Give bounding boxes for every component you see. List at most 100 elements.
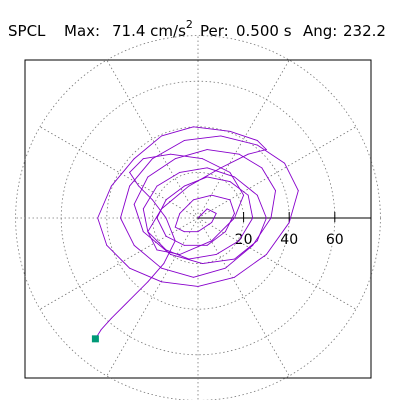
trace-segment: [151, 199, 167, 219]
trace-segment: [256, 194, 267, 219]
trace-segment: [288, 190, 299, 224]
trace-segment: [206, 208, 217, 214]
trace-segment: [197, 276, 235, 287]
trace-segment: [133, 203, 144, 233]
grid-spoke-30: [197, 126, 357, 219]
trace-segment: [129, 267, 162, 283]
trace-segment: [120, 185, 131, 219]
trace-segment: [197, 222, 213, 233]
grid-spoke-330: [197, 217, 357, 310]
trace-segment: [133, 135, 162, 160]
trace-segment: [220, 135, 258, 146]
radial-tick-label-40: 40: [280, 232, 298, 248]
trace-segment: [133, 176, 149, 205]
trace-segment: [161, 281, 199, 287]
chart-header: SPCL Max: 71.4 cm/s2 Per: 0.500 s Ang: 2…: [0, 14, 400, 40]
trace-segment: [270, 190, 276, 219]
trace-segment: [165, 185, 185, 201]
trace-segment: [147, 231, 167, 251]
trace-segment: [179, 199, 194, 214]
trace-segment: [165, 235, 185, 246]
trace-segment: [174, 149, 208, 160]
trace-segment: [238, 153, 263, 169]
trace-segment: [261, 167, 276, 192]
grid-spoke-210: [39, 217, 199, 310]
trace-segment: [247, 149, 267, 155]
trace-segment: [142, 185, 158, 210]
trace-segment: [151, 140, 185, 160]
trace-segment: [129, 171, 140, 187]
trace-segment: [129, 158, 153, 187]
trace-segment: [106, 244, 131, 269]
trace-segment: [188, 254, 217, 260]
trace-segment: [183, 176, 208, 187]
trace-segment: [174, 226, 185, 233]
trace-segment: [202, 158, 231, 173]
radial-axis: 20 40 60: [198, 212, 371, 248]
trace-segment: [97, 185, 112, 219]
trace-segment: [192, 267, 226, 278]
trace-segment: [170, 254, 204, 265]
trace-segment: [100, 317, 112, 331]
motion-trace-group: [94, 126, 299, 340]
trace-segment: [215, 240, 240, 255]
trace-segment: [252, 217, 272, 246]
trace-segment: [147, 158, 176, 178]
grid-spoke-60: [197, 59, 290, 219]
trace-segment: [110, 299, 131, 319]
grid-circle-3: [15, 35, 381, 400]
grid-spoke-300: [197, 217, 290, 377]
trace-segment: [206, 176, 231, 182]
max-label: Max:: [64, 22, 101, 40]
trace-segment: [133, 244, 162, 269]
trace-segment: [161, 185, 190, 210]
trace-segment: [284, 162, 299, 192]
trace-segment: [179, 240, 213, 255]
trace-segment: [229, 181, 249, 196]
trace-segment: [129, 158, 144, 173]
max-value-text: 71.4 cm/s: [112, 22, 186, 40]
start-marker: [91, 335, 99, 343]
trace-segment: [256, 140, 267, 151]
trace-segment: [229, 199, 235, 214]
trace-segment: [234, 194, 245, 219]
trace-segment: [192, 126, 231, 132]
trace-segment: [142, 208, 149, 233]
trace-segment: [156, 217, 167, 237]
trace-segment: [211, 212, 217, 224]
trace-segment: [179, 167, 208, 173]
trace-segment: [147, 231, 158, 251]
trace-segment: [265, 222, 290, 255]
trace-segment: [229, 130, 258, 141]
radial-tick-label-20: 20: [235, 232, 253, 248]
trace-segment: [202, 258, 235, 265]
trace-segment: [156, 199, 167, 219]
trace-segment: [256, 217, 267, 242]
grid-spoke-120: [106, 59, 199, 219]
trace-segment: [234, 254, 267, 278]
trace-segment: [183, 135, 222, 141]
angle-value: 232.2: [343, 22, 386, 40]
trace-segment: [224, 212, 235, 233]
trace-segment: [206, 149, 240, 155]
trace-segment: [206, 167, 235, 178]
trace-segment: [156, 171, 181, 187]
max-exponent: 2: [185, 18, 193, 31]
trace-segment: [110, 158, 135, 187]
trace-segment: [129, 281, 149, 301]
trace-segment: [197, 208, 208, 219]
grid-spoke-240: [106, 217, 199, 377]
grid-spoke-150: [39, 126, 199, 219]
trace-segment: [224, 244, 254, 269]
trace-segment: [170, 153, 204, 160]
trace-segment: [234, 240, 258, 260]
trace-segment: [238, 217, 254, 242]
trace-segment: [192, 194, 213, 201]
trace-segment: [97, 217, 108, 246]
station-code: SPCL: [8, 22, 46, 40]
angle-label: Ang:: [303, 22, 338, 40]
start-marker-group: [91, 335, 99, 343]
trace-segment: [142, 231, 172, 255]
